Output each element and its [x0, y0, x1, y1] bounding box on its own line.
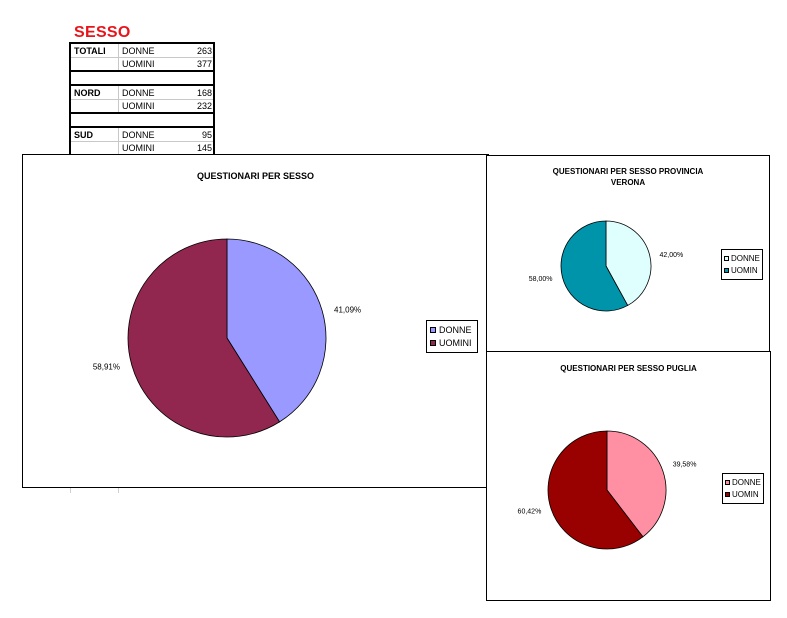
pie-data-label: 41,09% — [334, 306, 361, 315]
pie-slice-donne — [226, 238, 327, 423]
count-cell: 377 — [196, 59, 212, 69]
pie-chart: 39,58% 60,42% — [518, 430, 697, 550]
sheet-gridline — [70, 487, 71, 493]
legend-label: DONNE — [731, 253, 760, 263]
region-cell-empty — [71, 142, 119, 154]
region-cell-empty — [71, 58, 119, 70]
legend-swatch — [430, 326, 436, 333]
legend-item: UOMIN — [724, 264, 760, 276]
chart-title: QUESTIONARI PER SESSO PUGLIA — [560, 364, 697, 373]
sex-cell: UOMINI — [122, 143, 155, 153]
legend-swatch — [724, 267, 729, 273]
legend-item: DONNE — [725, 476, 761, 488]
pie-data-label: 58,00% — [529, 276, 553, 283]
table-row: TOTALI DONNE 263 — [71, 44, 213, 57]
chart-questionari-puglia[interactable]: QUESTIONARI PER SESSO PUGLIA 39,58% 60,42… — [486, 351, 771, 601]
pie-data-label: 58,91% — [93, 363, 120, 372]
table-row: UOMINI 232 — [71, 99, 213, 112]
count-cell: 95 — [201, 129, 212, 140]
region-cell-empty — [71, 100, 119, 112]
legend-item: UOMINI — [430, 336, 474, 349]
count-cell: 145 — [196, 143, 212, 153]
table-row: UOMINI 145 — [71, 141, 213, 154]
table-row: NORD DONNE 168 — [71, 86, 213, 99]
pie-slice-donne — [605, 220, 652, 306]
legend-swatch — [725, 491, 730, 497]
chart-title: QUESTIONARI PER SESSO PROVINCIA VERONA — [487, 166, 769, 188]
table-spacer — [69, 72, 215, 86]
data-table: TOTALI DONNE 263 UOMINI 377 NORD DONNE 1… — [69, 42, 215, 156]
legend-label: DONNE — [732, 477, 761, 487]
page-title: SESSO — [74, 24, 131, 41]
pie-chart: 41,09% 58,91% — [93, 238, 361, 438]
chart-legend: DONNE UOMINI — [426, 320, 478, 353]
chart-questionari-per-sesso[interactable]: QUESTIONARI PER SESSO 41,09% 58,91% DONNE… — [22, 154, 489, 488]
count-cell: 168 — [196, 87, 212, 98]
pie-data-label: 60,42% — [518, 508, 542, 515]
legend-label: UOMIN — [731, 265, 758, 275]
chart-legend: DONNE UOMIN — [721, 249, 763, 280]
chart-questionari-verona[interactable]: QUESTIONARI PER SESSO PROVINCIA VERONA 4… — [486, 155, 770, 352]
table-group-sud: SUD DONNE 95 UOMINI 145 — [69, 128, 215, 156]
pie-slice-donne — [606, 430, 667, 538]
sex-cell: DONNE — [122, 129, 155, 140]
region-cell: TOTALI — [71, 44, 119, 57]
chart-legend: DONNE UOMIN — [722, 473, 764, 504]
sex-cell: UOMINI — [122, 59, 155, 69]
sex-cell: DONNE — [122, 45, 155, 56]
count-cell: 232 — [196, 101, 212, 111]
legend-swatch — [725, 479, 730, 485]
region-cell: SUD — [71, 128, 119, 141]
table-row: UOMINI 377 — [71, 57, 213, 70]
chart-title-line: QUESTIONARI PER SESSO PROVINCIA — [552, 167, 704, 176]
pie-slice-uomini — [127, 238, 281, 438]
table-group-nord: NORD DONNE 168 UOMINI 232 — [69, 86, 215, 114]
sex-cell: DONNE — [122, 87, 155, 98]
table-row: SUD DONNE 95 — [71, 128, 213, 141]
chart-title-line: VERONA — [610, 178, 646, 187]
legend-label: UOMIN — [732, 489, 759, 499]
legend-item: UOMIN — [725, 488, 761, 500]
legend-label: DONNE — [439, 324, 472, 335]
legend-swatch — [724, 255, 729, 261]
count-cell: 263 — [196, 45, 212, 56]
table-group-totali: TOTALI DONNE 263 UOMINI 377 — [69, 42, 215, 72]
table-spacer — [69, 114, 215, 128]
sheet-gridline — [118, 487, 119, 493]
legend-swatch — [430, 339, 436, 346]
legend-label: UOMINI — [439, 337, 472, 348]
region-cell: NORD — [71, 86, 119, 99]
pie-data-label: 42,00% — [660, 252, 684, 259]
chart-title: QUESTIONARI PER SESSO — [196, 171, 315, 181]
legend-item: DONNE — [430, 323, 474, 336]
pie-data-label: 39,58% — [673, 462, 697, 469]
legend-item: DONNE — [724, 252, 760, 264]
pie-slice-uomin — [547, 430, 644, 550]
pie-chart: 42,00% 58,00% — [529, 220, 684, 312]
pie-slice-uomin — [560, 220, 629, 312]
sex-cell: UOMINI — [122, 101, 155, 111]
